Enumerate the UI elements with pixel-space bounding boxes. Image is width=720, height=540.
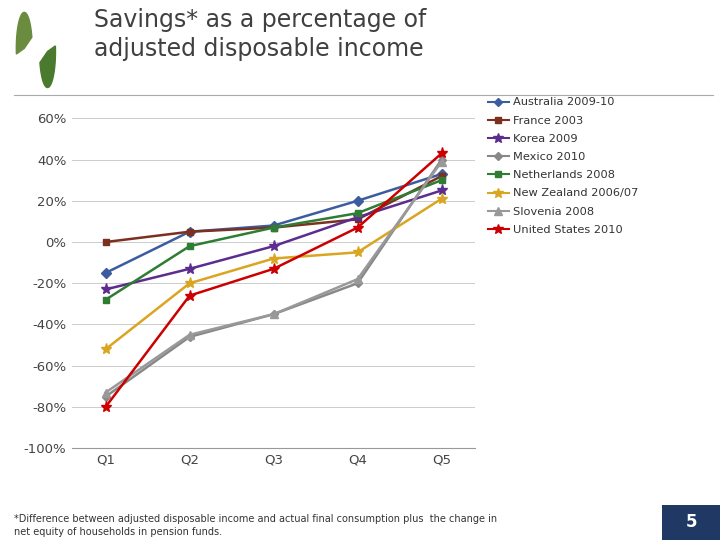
Mexico 2010 [437,156,446,163]
United States 2010 [269,266,278,272]
New Zealand 2006/07 [437,195,446,202]
Line: Slovenia 2008: Slovenia 2008 [102,158,446,397]
Line: France 2003: France 2003 [102,173,445,246]
Korea 2009 [185,266,194,272]
France 2003 [354,216,362,222]
Mexico 2010 [269,311,278,318]
Netherlands 2008 [437,177,446,184]
Polygon shape [17,12,32,54]
Slovenia 2008 [269,311,278,318]
Legend: Australia 2009-10, France 2003, Korea 2009, Mexico 2010, Netherlands 2008, New Z: Australia 2009-10, France 2003, Korea 20… [488,98,639,235]
Netherlands 2008 [185,243,194,249]
United States 2010 [185,292,194,299]
Polygon shape [40,46,55,87]
FancyBboxPatch shape [662,505,720,540]
United States 2010 [354,224,362,231]
Text: Savings* as a percentage of
adjusted disposable income: Savings* as a percentage of adjusted dis… [94,8,426,61]
New Zealand 2006/07 [354,249,362,255]
Australia 2009-10 [269,222,278,229]
Text: 5: 5 [685,514,697,531]
France 2003 [269,224,278,231]
Australia 2009-10 [437,171,446,177]
Mexico 2010 [102,394,110,400]
Australia 2009-10 [354,198,362,204]
Netherlands 2008 [354,210,362,217]
Netherlands 2008 [102,296,110,303]
New Zealand 2006/07 [185,280,194,287]
Australia 2009-10 [102,269,110,276]
Mexico 2010 [185,334,194,340]
Australia 2009-10 [185,228,194,235]
Korea 2009 [269,243,278,249]
Slovenia 2008 [437,158,446,165]
Line: Australia 2009-10: Australia 2009-10 [102,171,445,276]
Slovenia 2008 [102,389,110,396]
Line: New Zealand 2006/07: New Zealand 2006/07 [100,193,447,355]
Korea 2009 [102,286,110,293]
New Zealand 2006/07 [102,346,110,353]
Slovenia 2008 [354,276,362,282]
Text: *Difference between adjusted disposable income and actual final consumption plus: *Difference between adjusted disposable … [14,514,498,537]
Line: Korea 2009: Korea 2009 [100,185,447,295]
United States 2010 [437,150,446,157]
Korea 2009 [437,187,446,194]
Slovenia 2008 [185,332,194,338]
Korea 2009 [354,214,362,220]
France 2003 [437,173,446,179]
France 2003 [185,228,194,235]
New Zealand 2006/07 [269,255,278,262]
Line: Mexico 2010: Mexico 2010 [103,157,444,400]
United States 2010 [102,404,110,410]
Line: Netherlands 2008: Netherlands 2008 [102,177,445,303]
Line: United States 2010: United States 2010 [100,148,447,413]
Mexico 2010 [354,280,362,287]
Netherlands 2008 [269,224,278,231]
France 2003 [102,239,110,245]
